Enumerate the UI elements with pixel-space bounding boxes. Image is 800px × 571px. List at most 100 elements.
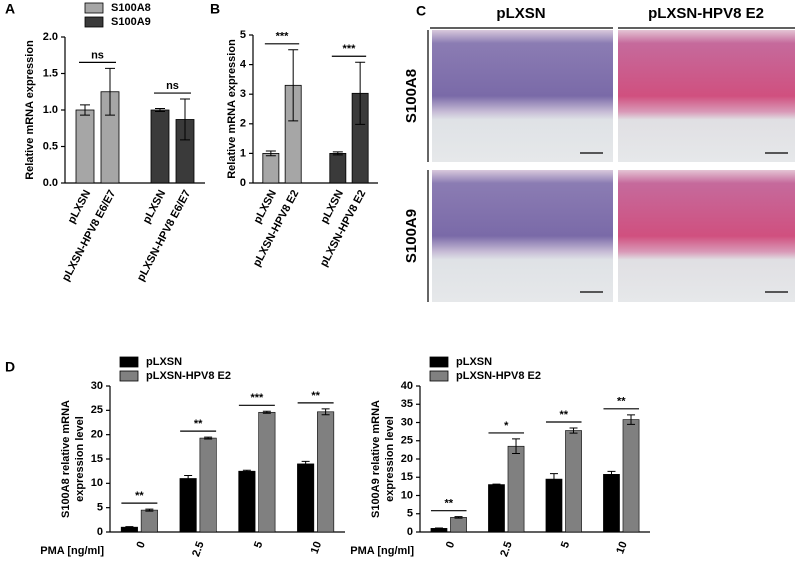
error-bar <box>242 469 251 473</box>
error-bar <box>301 460 310 467</box>
legend-label: S100A9 <box>111 16 151 28</box>
y-tick-label: 20 <box>401 453 413 465</box>
x-tick-label: 2.5 <box>190 540 207 558</box>
error-bar <box>321 408 330 416</box>
y-tick-label: 20 <box>91 429 103 441</box>
micrograph <box>432 30 613 162</box>
legend-label: pLXSN-HPV8 E2 <box>146 370 231 382</box>
y-axis-label: expression level <box>74 416 86 502</box>
x-tick-label: 10 <box>309 540 324 556</box>
y-tick-label: 2 <box>240 118 246 130</box>
y-tick-label: 10 <box>401 489 413 501</box>
y-tick-label: 30 <box>91 380 103 392</box>
error-bar <box>125 526 134 529</box>
y-tick-label: 35 <box>401 398 413 410</box>
bar <box>545 478 563 533</box>
y-tick-label: 1 <box>240 147 246 159</box>
error-bar <box>355 61 366 125</box>
y-tick-label: 15 <box>91 453 103 465</box>
y-tick-label: 0.0 <box>43 177 58 189</box>
y-tick-label: 0.5 <box>43 140 58 152</box>
panel-label: C <box>416 3 426 19</box>
error-bar <box>512 438 521 455</box>
legend-label: pLXSN-HPV8 E2 <box>456 370 541 382</box>
histology: pLXSN pLXSN-HPV8 E2 S100A8 S100A9 <box>403 5 795 302</box>
y-tick-label: 30 <box>401 416 413 428</box>
y-axis-label: S100A8 relative mRNA <box>60 400 72 518</box>
legend-swatch <box>429 356 449 368</box>
bar <box>140 509 158 533</box>
bar <box>622 419 640 533</box>
bar <box>488 484 505 533</box>
legend-label: pLXSN <box>146 356 182 368</box>
error-bar <box>180 98 190 141</box>
bar <box>565 430 582 533</box>
y-tick-label: 2.0 <box>43 31 58 43</box>
significance-label: *** <box>250 392 264 404</box>
error-bar <box>627 414 636 425</box>
x-tick-label: pLXSN-HPV8 E2 <box>318 188 368 269</box>
significance-label: ** <box>444 498 453 510</box>
significance-label: *** <box>343 43 357 55</box>
significance-label: ns <box>91 49 104 61</box>
error-bar <box>607 470 616 478</box>
y-tick-label: 5 <box>407 508 413 520</box>
column-header: pLXSN-HPV8 E2 <box>648 5 764 22</box>
y-axis-label: expression level <box>384 416 396 502</box>
bar <box>179 478 197 533</box>
y-tick-label: 3 <box>240 88 246 100</box>
error-bar <box>332 151 343 156</box>
y-tick-label: 40 <box>401 380 413 392</box>
legend-label: pLXSN <box>456 356 492 368</box>
bar <box>238 470 256 533</box>
y-tick-label: 0 <box>240 177 246 189</box>
y-axis-label: Relative mRNA expression <box>226 39 238 179</box>
legend-swatch <box>119 370 139 382</box>
x-tick-label: 5 <box>559 540 572 550</box>
significance-label: ** <box>617 396 626 408</box>
y-tick-label: 0 <box>407 526 413 538</box>
x-tick-label: 5 <box>252 540 265 550</box>
column-header: pLXSN <box>496 5 545 22</box>
x-tick-label: 10 <box>614 540 629 556</box>
error-bar <box>288 49 299 122</box>
x-tick-label: pLXSN <box>66 188 94 226</box>
bar <box>603 474 620 533</box>
error-bar <box>434 527 443 530</box>
legend-swatch <box>119 356 139 368</box>
y-tick-label: 5 <box>240 29 246 41</box>
row-header: S100A8 <box>403 69 420 123</box>
x-tick-label: 2.5 <box>498 540 515 558</box>
error-bar <box>184 475 193 482</box>
panel-label: A <box>5 1 15 17</box>
x-tick-label: pLXSN-HPV8 E6/E7 <box>135 188 193 283</box>
bar <box>507 445 525 533</box>
bar <box>262 152 280 184</box>
y-tick-label: 1.5 <box>43 67 58 79</box>
x-tick-label: pLXSN-HPV8 E6/E7 <box>60 188 118 283</box>
y-axis-label: S100A9 relative mRNA <box>370 400 382 518</box>
legend-swatch <box>429 370 449 382</box>
micrograph <box>618 30 795 162</box>
error-bar <box>204 436 213 440</box>
legend-swatch <box>84 2 104 14</box>
bar <box>199 437 217 533</box>
x-tick-label: pLXSN <box>141 188 169 226</box>
micrograph <box>432 170 613 302</box>
error-bar <box>145 508 154 512</box>
y-tick-label: 25 <box>401 435 413 447</box>
significance-label: ** <box>311 390 320 402</box>
x-axis-label: PMA [ng/ml] <box>40 545 104 557</box>
y-tick-label: 25 <box>91 404 103 416</box>
error-bar <box>492 483 501 486</box>
significance-label: ** <box>194 418 203 430</box>
bar <box>450 517 467 533</box>
error-bar <box>155 108 165 112</box>
y-tick-label: 5 <box>97 502 103 514</box>
error-bar <box>265 150 276 157</box>
bar <box>150 109 170 184</box>
y-axis-label: Relative mRNA expression <box>24 40 36 180</box>
bar <box>258 411 276 533</box>
y-tick-label: 4 <box>240 59 247 71</box>
bar <box>329 152 347 184</box>
